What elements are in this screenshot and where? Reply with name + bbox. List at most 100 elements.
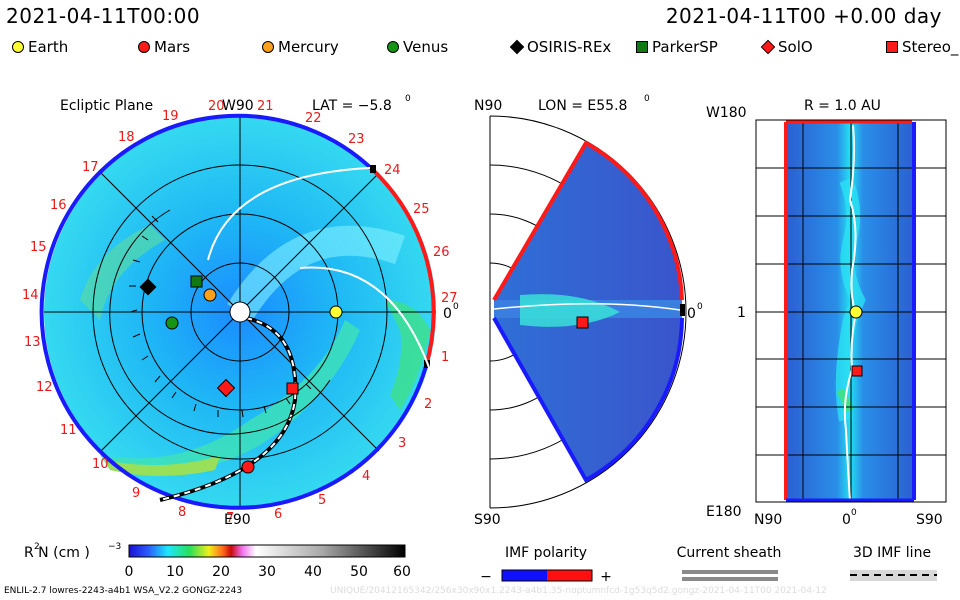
legend-label: Earth [28,38,69,56]
carrington-label: 9 [132,486,140,501]
imf-line-title: 3D IMF line [853,545,931,561]
imf-field-line-2 [299,266,431,371]
legend-mercury: Mercury [262,38,339,56]
body-legend: Earth Mars Mercury Venus OSIRIS-REx Park… [10,38,960,60]
stereo-marker-icon [286,382,299,395]
mars-marker-icon [241,460,255,474]
carrington-label: 7 [226,511,234,526]
carrington-label: 2 [424,397,432,412]
meridional-zero-label: 0 [687,306,696,322]
carrington-label: 17 [82,160,99,175]
current-sheath-title: Current sheath [677,545,782,561]
rim-tick-top [370,165,376,173]
density-peak [105,456,220,476]
mars-marker-icon [138,41,150,53]
colorbar-ticks: 0 10 20 30 40 50 60 [125,564,411,580]
radial-w180-label: W180 [706,105,747,121]
radial-earth-marker-icon [849,305,863,319]
legend-venus: Venus [387,38,448,56]
density-arm-south [100,320,360,475]
rim-negative-sector [39,113,428,510]
meridional-rim-positive [492,140,684,302]
colorbar-tick: 20 [212,564,230,580]
density-colorbar [128,544,406,558]
legend-label: Mercury [278,38,339,56]
colorbar-superscript-minus3: −3 [108,542,121,552]
legend-label: Mars [154,38,191,56]
zero-degree-sign: 0 [453,302,459,312]
venus-marker-icon [165,316,179,330]
meridional-lon-label: LON = E55.8 [538,98,627,114]
radial-zero-label: 0 [842,512,851,528]
meridional-rim-negative [492,317,684,483]
carrington-label: 3 [398,436,406,451]
carrington-label: 15 [30,240,47,255]
osiris-rex-marker-icon [139,278,157,296]
earth-marker-icon [329,305,343,319]
imf-polarity-plus: + [600,569,612,585]
carrington-label: 12 [36,380,53,395]
radial-s90-label: S90 [916,512,943,528]
carrington-label: 10 [92,457,109,472]
imf-field-line-1 [207,167,371,261]
ecliptic-e90-label: E90 [224,512,251,528]
density-arm-west [385,300,430,410]
solo-marker-icon [216,378,236,398]
radial-stereo-marker-icon [851,365,863,377]
legend-osiris-rex: OSIRIS-REx [509,38,611,56]
radial-e180-label: E180 [706,504,742,520]
radial-n90-label: N90 [754,512,782,528]
meridional-s90-label: S90 [474,512,501,528]
imf-line-swatch-bg [850,570,937,581]
imf-polarity-positive-swatch [547,570,592,581]
carrington-label: 23 [348,132,365,147]
earth-marker-icon [12,41,24,53]
colorbar-superscript-2: 2 [34,542,40,552]
colorbar-tick: 40 [304,564,322,580]
model-info-footer: ENLIL-2.7 lowres-2243-a4b1 WSA_V2.2 GONG… [4,586,243,596]
meridional-field-line [493,303,681,311]
legend-label: ParkerSP [652,38,718,56]
legend-label: SolO [778,38,813,56]
imf-polarity-negative-swatch [502,570,547,581]
run-id-footer: UNIQUE/20412165342/256x30x90x1.2243-a4b1… [330,586,827,596]
lon-degree-sign: 0 [644,94,650,104]
legend-earth: Earth [12,38,68,56]
lat-degree-sign: 0 [405,94,411,104]
colorbar-tick: 60 [393,564,411,580]
mercury-marker-icon [203,288,217,302]
carrington-label: 27 [441,291,458,306]
imf-polarity-frame [501,569,593,582]
carrington-labels: 1 2 3 4 5 6 7 8 9 10 11 12 13 14 15 16 1… [22,99,458,526]
carrington-label: 5 [318,493,326,508]
colorbar-tick: 50 [350,564,368,580]
carrington-label: 22 [305,111,322,126]
carrington-label: 14 [22,288,39,303]
legend-solo: SolO [760,38,813,56]
legend-label: Venus [403,38,449,56]
colorbar-label: R N (cm ) [24,545,90,561]
ecliptic-tick-arc [109,209,331,435]
carrington-label: 4 [362,469,370,484]
imf-earth-field-line-dash [159,317,297,501]
imf-polarity-title: IMF polarity [505,545,587,561]
density-band-north [227,225,405,321]
meridional-n90-label: N90 [474,98,502,114]
mercury-marker-icon [262,41,274,53]
carrington-label: 18 [118,130,135,145]
carrington-label: 20 [208,99,225,114]
carrington-label: 26 [433,245,450,260]
imf-polarity-minus: − [480,569,492,585]
radial-r-label: R = 1.0 AU [804,98,881,114]
radial-one-label: 1 [737,305,746,321]
legend-parker: ParkerSP [636,38,718,56]
current-sheath-line-1 [682,570,778,574]
carrington-label: 21 [257,99,274,114]
carrington-label: 19 [162,109,179,124]
carrington-label: 11 [60,423,77,438]
carrington-label: 24 [384,163,401,178]
parker-marker-icon [636,41,648,53]
stereo-marker-icon [886,41,898,53]
carrington-label: 16 [50,198,67,213]
